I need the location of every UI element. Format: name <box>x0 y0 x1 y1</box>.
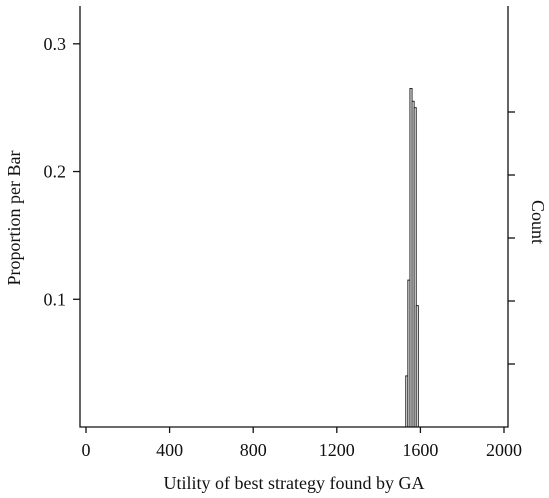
y-tick-label: 0.1 <box>44 289 67 309</box>
y-tick-label: 0.3 <box>44 34 67 54</box>
x-tick-label: 2000 <box>486 440 522 460</box>
x-tick-label: 400 <box>156 440 183 460</box>
histogram-bars <box>405 88 419 428</box>
x-tick-label: 800 <box>240 440 267 460</box>
x-tick-label: 1200 <box>319 440 355 460</box>
x-axis-ticks: 0 400 800 1200 1600 2000 <box>82 427 522 460</box>
y-axis-title: Proportion per Bar <box>4 151 24 286</box>
x-axis-title: Utility of best strategy found by GA <box>164 473 425 493</box>
y-axis-ticks: 0.1 0.2 0.3 <box>44 34 80 309</box>
plot-frame <box>79 6 509 428</box>
x-tick-label: 0 <box>82 440 91 460</box>
y-tick-label: 0.2 <box>44 162 67 182</box>
histogram-bar <box>415 305 419 428</box>
x-tick-label: 1600 <box>402 440 438 460</box>
right-axis-title: Count <box>528 200 548 244</box>
right-axis-ticks <box>508 111 515 365</box>
